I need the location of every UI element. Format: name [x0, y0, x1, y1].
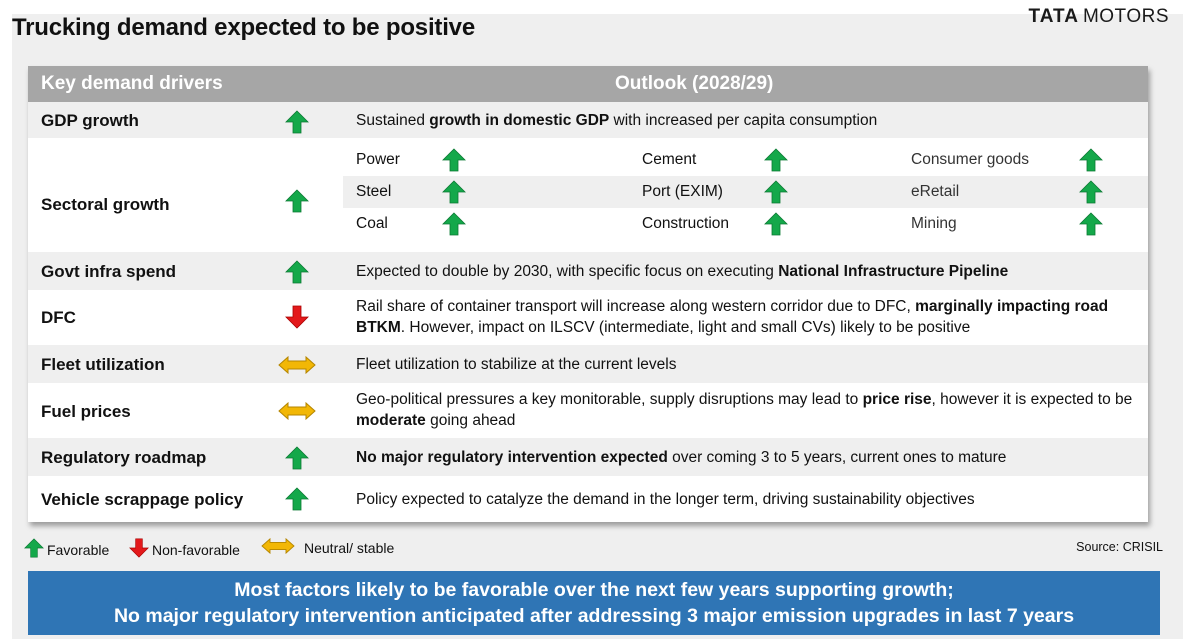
up-arrow-icon: [764, 148, 788, 177]
tata-motors-logo: TATA MOTORS: [1029, 6, 1169, 28]
sector-eretail: eRetail: [911, 183, 960, 200]
up-arrow-icon: [285, 189, 309, 218]
up-arrow-icon: [1079, 148, 1103, 177]
row-label: DFC: [41, 308, 76, 327]
up-arrow-icon: [442, 148, 466, 177]
sector-port-exim: Port (EXIM): [642, 183, 723, 200]
up-arrow-icon: [285, 487, 309, 516]
neutral-arrow-icon: [278, 355, 316, 379]
sector-steel: Steel: [356, 183, 392, 200]
sector-cement: Cement: [642, 151, 697, 168]
legend-label: Neutral/ stable: [304, 539, 395, 556]
sector-row-2: Steel Port (EXIM) eRetail: [343, 176, 1148, 208]
table-row-govt-infra-spend: Govt infra spend Expected to double by 2…: [28, 252, 1148, 290]
row-label: Sectoral growth: [41, 195, 170, 214]
up-arrow-icon: [1079, 212, 1103, 241]
logo-name: MOTORS: [1082, 6, 1169, 27]
row-label: Govt infra spend: [41, 262, 177, 281]
up-arrow-icon: [285, 446, 309, 475]
banner-line-2: No major regulatory intervention anticip…: [113, 605, 1075, 627]
sector-consumer-goods: Consumer goods: [911, 151, 1030, 168]
sector-mining: Mining: [911, 215, 957, 232]
legend-label: Favorable: [47, 541, 110, 558]
row-label: Vehicle scrappage policy: [41, 490, 244, 509]
down-arrow-icon: [285, 305, 309, 334]
row-description: No major regulatory intervention expecte…: [356, 449, 1007, 466]
banner-line-1: Most factors likely to be favorable over…: [234, 579, 954, 601]
table-row-fleet-utilization: Fleet utilization Fleet utilization to s…: [28, 345, 1148, 383]
row-label: Fuel prices: [41, 402, 131, 421]
neutral-arrow-icon: [260, 537, 296, 557]
table-header: Key demand drivers Outlook (2028/29): [28, 66, 1148, 102]
row-description: Expected to double by 2030, with specifi…: [356, 263, 1009, 280]
header-outlook: Outlook (2028/29): [615, 73, 774, 94]
down-arrow-icon: [129, 538, 149, 561]
up-arrow-icon: [442, 180, 466, 209]
page-title: Trucking demand expected to be positive: [12, 14, 475, 41]
row-label: GDP growth: [41, 111, 139, 130]
up-arrow-icon: [285, 110, 309, 139]
header-key-demand-drivers: Key demand drivers: [41, 73, 223, 94]
up-arrow-icon: [764, 212, 788, 241]
row-description: Rail share of container transport will i…: [356, 298, 1109, 336]
table-row-regulatory-roadmap: Regulatory roadmap No major regulatory i…: [28, 438, 1148, 476]
row-description: Sustained growth in domestic GDP with in…: [356, 112, 878, 129]
up-arrow-icon: [1079, 180, 1103, 209]
demand-drivers-table: Key demand drivers Outlook (2028/29) GDP…: [28, 66, 1148, 522]
row-description: Geo-political pressures a key monitorabl…: [356, 391, 1133, 429]
legend-neutral: Neutral/ stable: [260, 537, 395, 557]
sector-row-1: Power Cement Consumer goods: [343, 144, 1148, 176]
neutral-arrow-icon: [278, 401, 316, 425]
legend-favorable: Favorable: [24, 538, 109, 561]
sector-row-3: Coal Construction Mining: [343, 208, 1148, 240]
row-description: Fleet utilization to stabilize at the cu…: [356, 356, 677, 373]
up-arrow-icon: [442, 212, 466, 241]
up-arrow-icon: [285, 260, 309, 289]
row-description: Policy expected to catalyze the demand i…: [356, 491, 975, 508]
summary-banner: Most factors likely to be favorable over…: [28, 571, 1160, 635]
source-note: Source: CRISIL: [1076, 540, 1163, 554]
legend-non-favorable: Non-favorable: [129, 538, 240, 561]
logo-brand: TATA: [1028, 6, 1079, 27]
sector-construction: Construction: [642, 215, 730, 232]
row-label: Regulatory roadmap: [41, 448, 207, 467]
sector-power: Power: [356, 151, 400, 168]
row-label: Fleet utilization: [41, 355, 165, 374]
table-row-gdp-growth: GDP growth Sustained growth in domestic …: [28, 102, 1148, 138]
table-row-fuel-prices: Fuel prices Geo-political pressures a ke…: [28, 383, 1148, 438]
table-row-dfc: DFC Rail share of container transport wi…: [28, 290, 1148, 345]
up-arrow-icon: [24, 538, 44, 561]
table-row-vehicle-scrappage-policy: Vehicle scrappage policy Policy expected…: [28, 476, 1148, 522]
sector-coal: Coal: [356, 215, 388, 232]
table-row-sectoral-growth: Sectoral growth Power Cement Consumer go…: [28, 138, 1148, 252]
legend-label: Non-favorable: [152, 541, 240, 558]
up-arrow-icon: [764, 180, 788, 209]
